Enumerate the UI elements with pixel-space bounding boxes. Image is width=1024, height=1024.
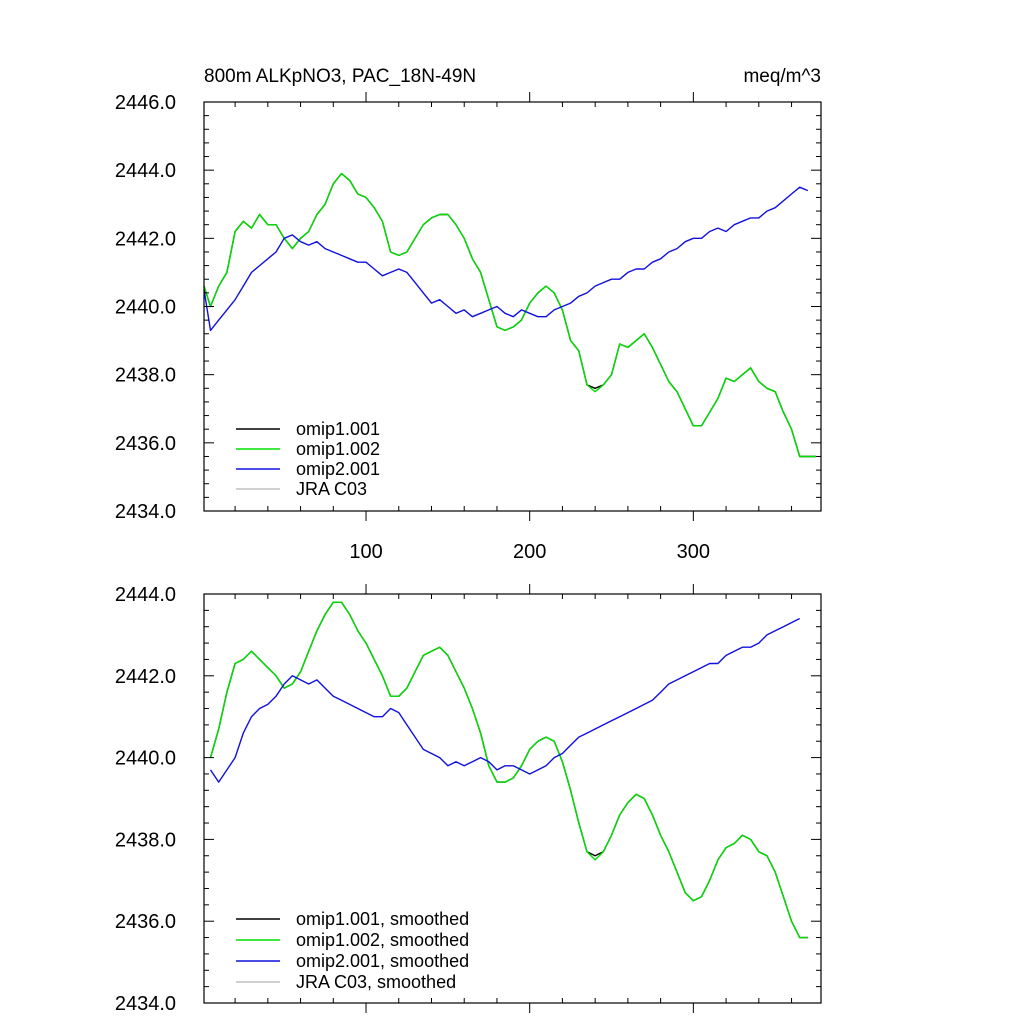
bottom-y-tick-labels: 2434.0 2436.0 2438.0 2440.0 2442.0 2444.… <box>115 584 176 1015</box>
y-tick-label: 2442.0 <box>115 228 176 250</box>
legend-label: omip2.001, smoothed <box>296 951 469 971</box>
y-tick-label: 2438.0 <box>115 365 176 387</box>
legend-label: omip1.002, smoothed <box>296 930 469 950</box>
series-line-1 <box>203 172 817 458</box>
y-tick-label: 2438.0 <box>115 829 176 851</box>
top-axes <box>203 92 822 521</box>
legend-label: omip1.002 <box>296 439 380 459</box>
bottom-legend: omip1.001, smoothed omip1.002, smoothed … <box>236 909 469 992</box>
y-tick-label: 2440.0 <box>115 748 176 770</box>
top-x-tick-labels: 100 200 300 <box>349 541 710 563</box>
chart-title: 800m ALKpNO3, PAC_18N-49N <box>204 66 476 87</box>
legend-label: omip2.001 <box>296 459 380 479</box>
y-tick-label: 2436.0 <box>115 911 176 933</box>
bottom-axes <box>203 584 822 1013</box>
y-tick-label: 2444.0 <box>115 160 176 182</box>
y-tick-label: 2446.0 <box>115 92 176 114</box>
top-series-lines <box>203 172 817 458</box>
legend-label: omip1.001, smoothed <box>296 909 469 929</box>
legend-label: omip1.001 <box>296 419 380 439</box>
x-tick-label: 300 <box>677 541 710 563</box>
legend-label: JRA C03, smoothed <box>296 972 456 992</box>
top-y-tick-labels: 2434.0 2436.0 2438.0 2440.0 2442.0 2444.… <box>115 92 176 523</box>
series-line-0 <box>209 601 808 939</box>
bottom-panel: 2434.0 2436.0 2438.0 2440.0 2442.0 2444.… <box>115 584 822 1015</box>
series-line-2 <box>203 186 809 332</box>
y-tick-label: 2434.0 <box>115 993 176 1015</box>
y-tick-label: 2440.0 <box>115 297 176 319</box>
series-line-2 <box>209 617 801 783</box>
y-tick-label: 2442.0 <box>115 666 176 688</box>
x-tick-label: 100 <box>349 541 382 563</box>
units-label: meq/m^3 <box>743 66 821 87</box>
x-tick-label: 200 <box>513 541 546 563</box>
legend-label: JRA C03 <box>296 479 367 499</box>
y-tick-label: 2444.0 <box>115 584 176 606</box>
plot-frame <box>203 593 822 1004</box>
top-legend: omip1.001 omip1.002 omip2.001 JRA C03 <box>236 419 380 499</box>
y-tick-label: 2434.0 <box>115 501 176 523</box>
top-panel: 800m ALKpNO3, PAC_18N-49N meq/m^3 2434.0… <box>115 66 822 563</box>
bottom-series-lines <box>209 601 808 939</box>
y-tick-label: 2436.0 <box>115 433 176 455</box>
series-line-1 <box>209 601 808 939</box>
